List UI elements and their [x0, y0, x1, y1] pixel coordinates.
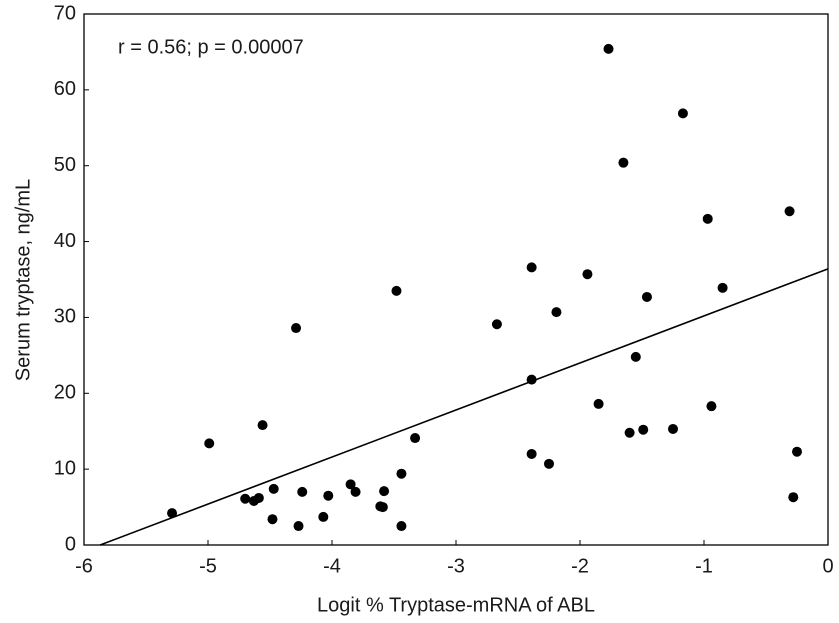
point	[318, 511, 329, 522]
y-tick-label: 20	[54, 382, 76, 404]
point	[410, 433, 421, 444]
y-tick-label: 60	[54, 78, 76, 100]
point	[593, 398, 604, 409]
point	[582, 269, 593, 280]
point	[350, 486, 361, 497]
point	[257, 420, 268, 431]
y-tick-label: 50	[54, 154, 76, 176]
point	[345, 479, 356, 490]
point	[491, 319, 502, 330]
point	[792, 446, 802, 457]
point	[638, 424, 649, 435]
point	[702, 213, 713, 224]
x-tick-label: -5	[199, 555, 217, 577]
point	[391, 285, 402, 296]
point	[297, 486, 308, 497]
point	[240, 493, 251, 504]
point	[551, 307, 562, 318]
point	[323, 490, 334, 501]
point	[396, 521, 407, 532]
plot-frame	[83, 13, 829, 546]
point	[526, 448, 537, 459]
point	[291, 323, 302, 334]
point	[784, 206, 795, 217]
y-axis-title: Serum tryptase, ng/mL	[12, 179, 34, 381]
y-tick-label: 70	[54, 2, 76, 24]
point	[717, 282, 728, 293]
y-tick-label: 0	[65, 533, 76, 555]
point	[526, 374, 537, 385]
point	[603, 43, 614, 54]
x-tick-label: -2	[571, 555, 589, 577]
point	[167, 508, 178, 519]
x-tick-label: -4	[323, 555, 341, 577]
point	[526, 262, 537, 273]
x-tick-label: -3	[447, 555, 465, 577]
annotation: r = 0.56; p = 0.00007	[118, 36, 304, 58]
point	[668, 423, 678, 434]
point	[293, 521, 304, 532]
point	[618, 157, 629, 168]
y-tick-label: 30	[54, 306, 76, 328]
x-tick-label: -6	[75, 555, 93, 577]
y-tick-label: 40	[54, 230, 76, 252]
point	[377, 502, 388, 513]
point	[396, 468, 407, 479]
point	[630, 351, 641, 362]
point	[624, 427, 635, 438]
point	[706, 401, 717, 412]
point	[544, 458, 554, 469]
point	[641, 291, 652, 302]
point	[379, 486, 390, 497]
x-tick-label: -1	[695, 555, 713, 577]
point	[267, 514, 278, 525]
fit-line	[99, 268, 829, 546]
point	[268, 483, 279, 494]
x-axis-title: Logit % Tryptase-mRNA of ABL	[317, 594, 595, 616]
point	[253, 492, 264, 503]
point	[204, 438, 215, 449]
x-tick-label: 0	[822, 555, 833, 577]
point	[788, 492, 799, 503]
point	[677, 108, 688, 119]
y-tick-label: 10	[54, 457, 76, 479]
